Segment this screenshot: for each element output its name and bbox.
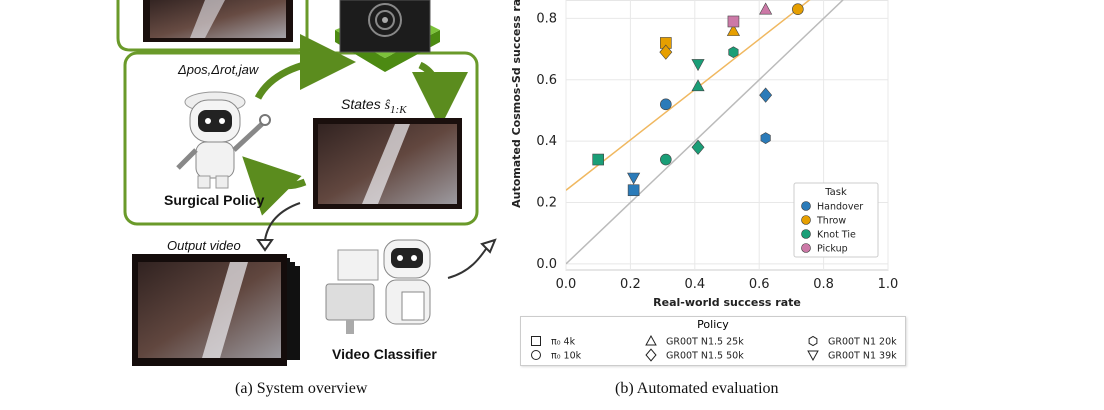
data-point-knot-tie bbox=[691, 79, 705, 92]
policy-legend-marker bbox=[807, 350, 819, 361]
data-point-handover bbox=[760, 132, 771, 144]
task-legend-label: Throw bbox=[816, 216, 846, 227]
action-label: Δpos,Δrot,jaw bbox=[178, 62, 259, 77]
states-label-text: States bbox=[341, 96, 381, 112]
task-legend-marker bbox=[801, 229, 811, 239]
data-point-throw bbox=[659, 44, 673, 60]
data-point-knot-tie bbox=[592, 153, 604, 166]
surgical-policy-label: Surgical Policy bbox=[164, 192, 265, 208]
data-point-knot-tie bbox=[660, 153, 672, 166]
panel-b-caption: (b) Automated evaluation bbox=[615, 380, 779, 397]
world-model-chip-icon bbox=[335, 0, 440, 72]
policy-legend-marker bbox=[645, 348, 657, 362]
task-legend-label: Knot Tie bbox=[817, 230, 856, 241]
task-legend-label: Handover bbox=[817, 202, 863, 213]
policy-legend-label: GR00T N1.5 50k bbox=[666, 351, 744, 362]
policy-legend-marker bbox=[531, 350, 541, 360]
x-tick-label: 0.8 bbox=[813, 277, 834, 292]
task-legend-marker bbox=[801, 243, 811, 253]
policy-legend-marker bbox=[645, 335, 657, 346]
task-legend-title: Task bbox=[824, 187, 847, 198]
x-tick-label: 0.2 bbox=[620, 277, 641, 292]
video-classifier-label: Video Classifier bbox=[332, 346, 437, 362]
panel-a-caption: (a) System overview bbox=[235, 380, 368, 397]
policy-legend-label: π₀ 4k bbox=[551, 337, 576, 348]
y-tick-label: 0.2 bbox=[536, 196, 557, 211]
policy-legend: Policy π₀ 4k GR00T N1.5 25k GR00T N1 20k π₀… bbox=[520, 316, 906, 366]
x-tick-label: 0.0 bbox=[556, 277, 577, 292]
data-point-handover bbox=[660, 98, 672, 111]
task-legend-marker bbox=[801, 201, 811, 211]
surgical-robot-icon bbox=[176, 91, 271, 189]
y-tick-label: 0.0 bbox=[536, 257, 557, 272]
x-tick-label: 0.6 bbox=[749, 277, 770, 292]
data-point-knot-tie bbox=[691, 59, 705, 72]
identity-line bbox=[566, 0, 845, 265]
y-axis-label: Automated Cosmos-Sd success rate bbox=[510, 0, 523, 208]
task-legend: Task Handover Throw Knot Tie Pickup bbox=[793, 182, 879, 258]
policy-legend-markers: π₀ 4k GR00T N1.5 25k GR00T N1 20k π₀ 10k GR0… bbox=[531, 335, 897, 362]
automated-evaluation-panel: 0.0 0.2 0.4 0.6 0.8 1.0 0.0 0.2 0.4 0.6 0.8 Real-wo… bbox=[500, 0, 1104, 405]
regression-line bbox=[566, 0, 811, 191]
task-legend-label: Pickup bbox=[817, 244, 848, 255]
data-point-knot-tie bbox=[728, 46, 739, 59]
classifier-output-arrow bbox=[447, 245, 489, 279]
data-points bbox=[592, 2, 804, 197]
states-arrow bbox=[411, 61, 468, 128]
task-legend-box bbox=[793, 182, 879, 258]
states-symbol: ŝ bbox=[384, 98, 391, 113]
scatter-chart: 0.0 0.2 0.4 0.6 0.8 1.0 0.0 0.2 0.4 0.6 0.8 Real-wo… bbox=[510, 0, 899, 309]
policy-legend-marker bbox=[808, 335, 818, 347]
policy-legend-title: Policy bbox=[697, 318, 729, 331]
system-overview-panel: Δpos,Δrot,jaw States ŝ1:K Surgical Polic… bbox=[0, 0, 500, 405]
data-point-pickup bbox=[727, 15, 740, 28]
y-tick-label: 0.8 bbox=[536, 11, 557, 26]
policy-legend-label: GR00T N1 20k bbox=[828, 337, 897, 348]
y-tick-label: 0.6 bbox=[536, 73, 557, 88]
output-video-label: Output video bbox=[167, 238, 241, 253]
policy-legend-marker bbox=[531, 336, 541, 346]
x-tick-label: 1.0 bbox=[878, 277, 899, 292]
task-legend-marker bbox=[801, 215, 811, 225]
data-point-handover bbox=[627, 172, 641, 185]
output-video-stack bbox=[132, 254, 300, 366]
x-axis-label: Real-world success rate bbox=[653, 296, 801, 309]
system-overview-diagram bbox=[116, 0, 497, 366]
data-point-pickup bbox=[759, 2, 773, 15]
x-tick-label: 0.4 bbox=[684, 277, 705, 292]
data-point-handover bbox=[627, 184, 640, 197]
policy-legend-label: GR00T N1 39k bbox=[828, 351, 897, 362]
feedback-arrow bbox=[242, 156, 307, 216]
policy-legend-label: π₀ 10k bbox=[551, 351, 582, 362]
states-video-frame bbox=[313, 118, 462, 209]
data-point-throw bbox=[726, 24, 740, 36]
data-point-throw bbox=[792, 3, 804, 16]
action-arrow bbox=[254, 34, 356, 100]
video-classifier-icon bbox=[325, 239, 431, 334]
data-point-knot-tie bbox=[691, 139, 705, 155]
policy-legend-label: GR00T N1.5 25k bbox=[666, 337, 744, 348]
output-arrow bbox=[264, 202, 301, 241]
data-point-handover bbox=[759, 87, 773, 103]
states-subscript: 1:K bbox=[390, 103, 407, 116]
y-tick-label: 0.4 bbox=[536, 134, 557, 149]
states-label: States ŝ1:K bbox=[341, 96, 407, 116]
